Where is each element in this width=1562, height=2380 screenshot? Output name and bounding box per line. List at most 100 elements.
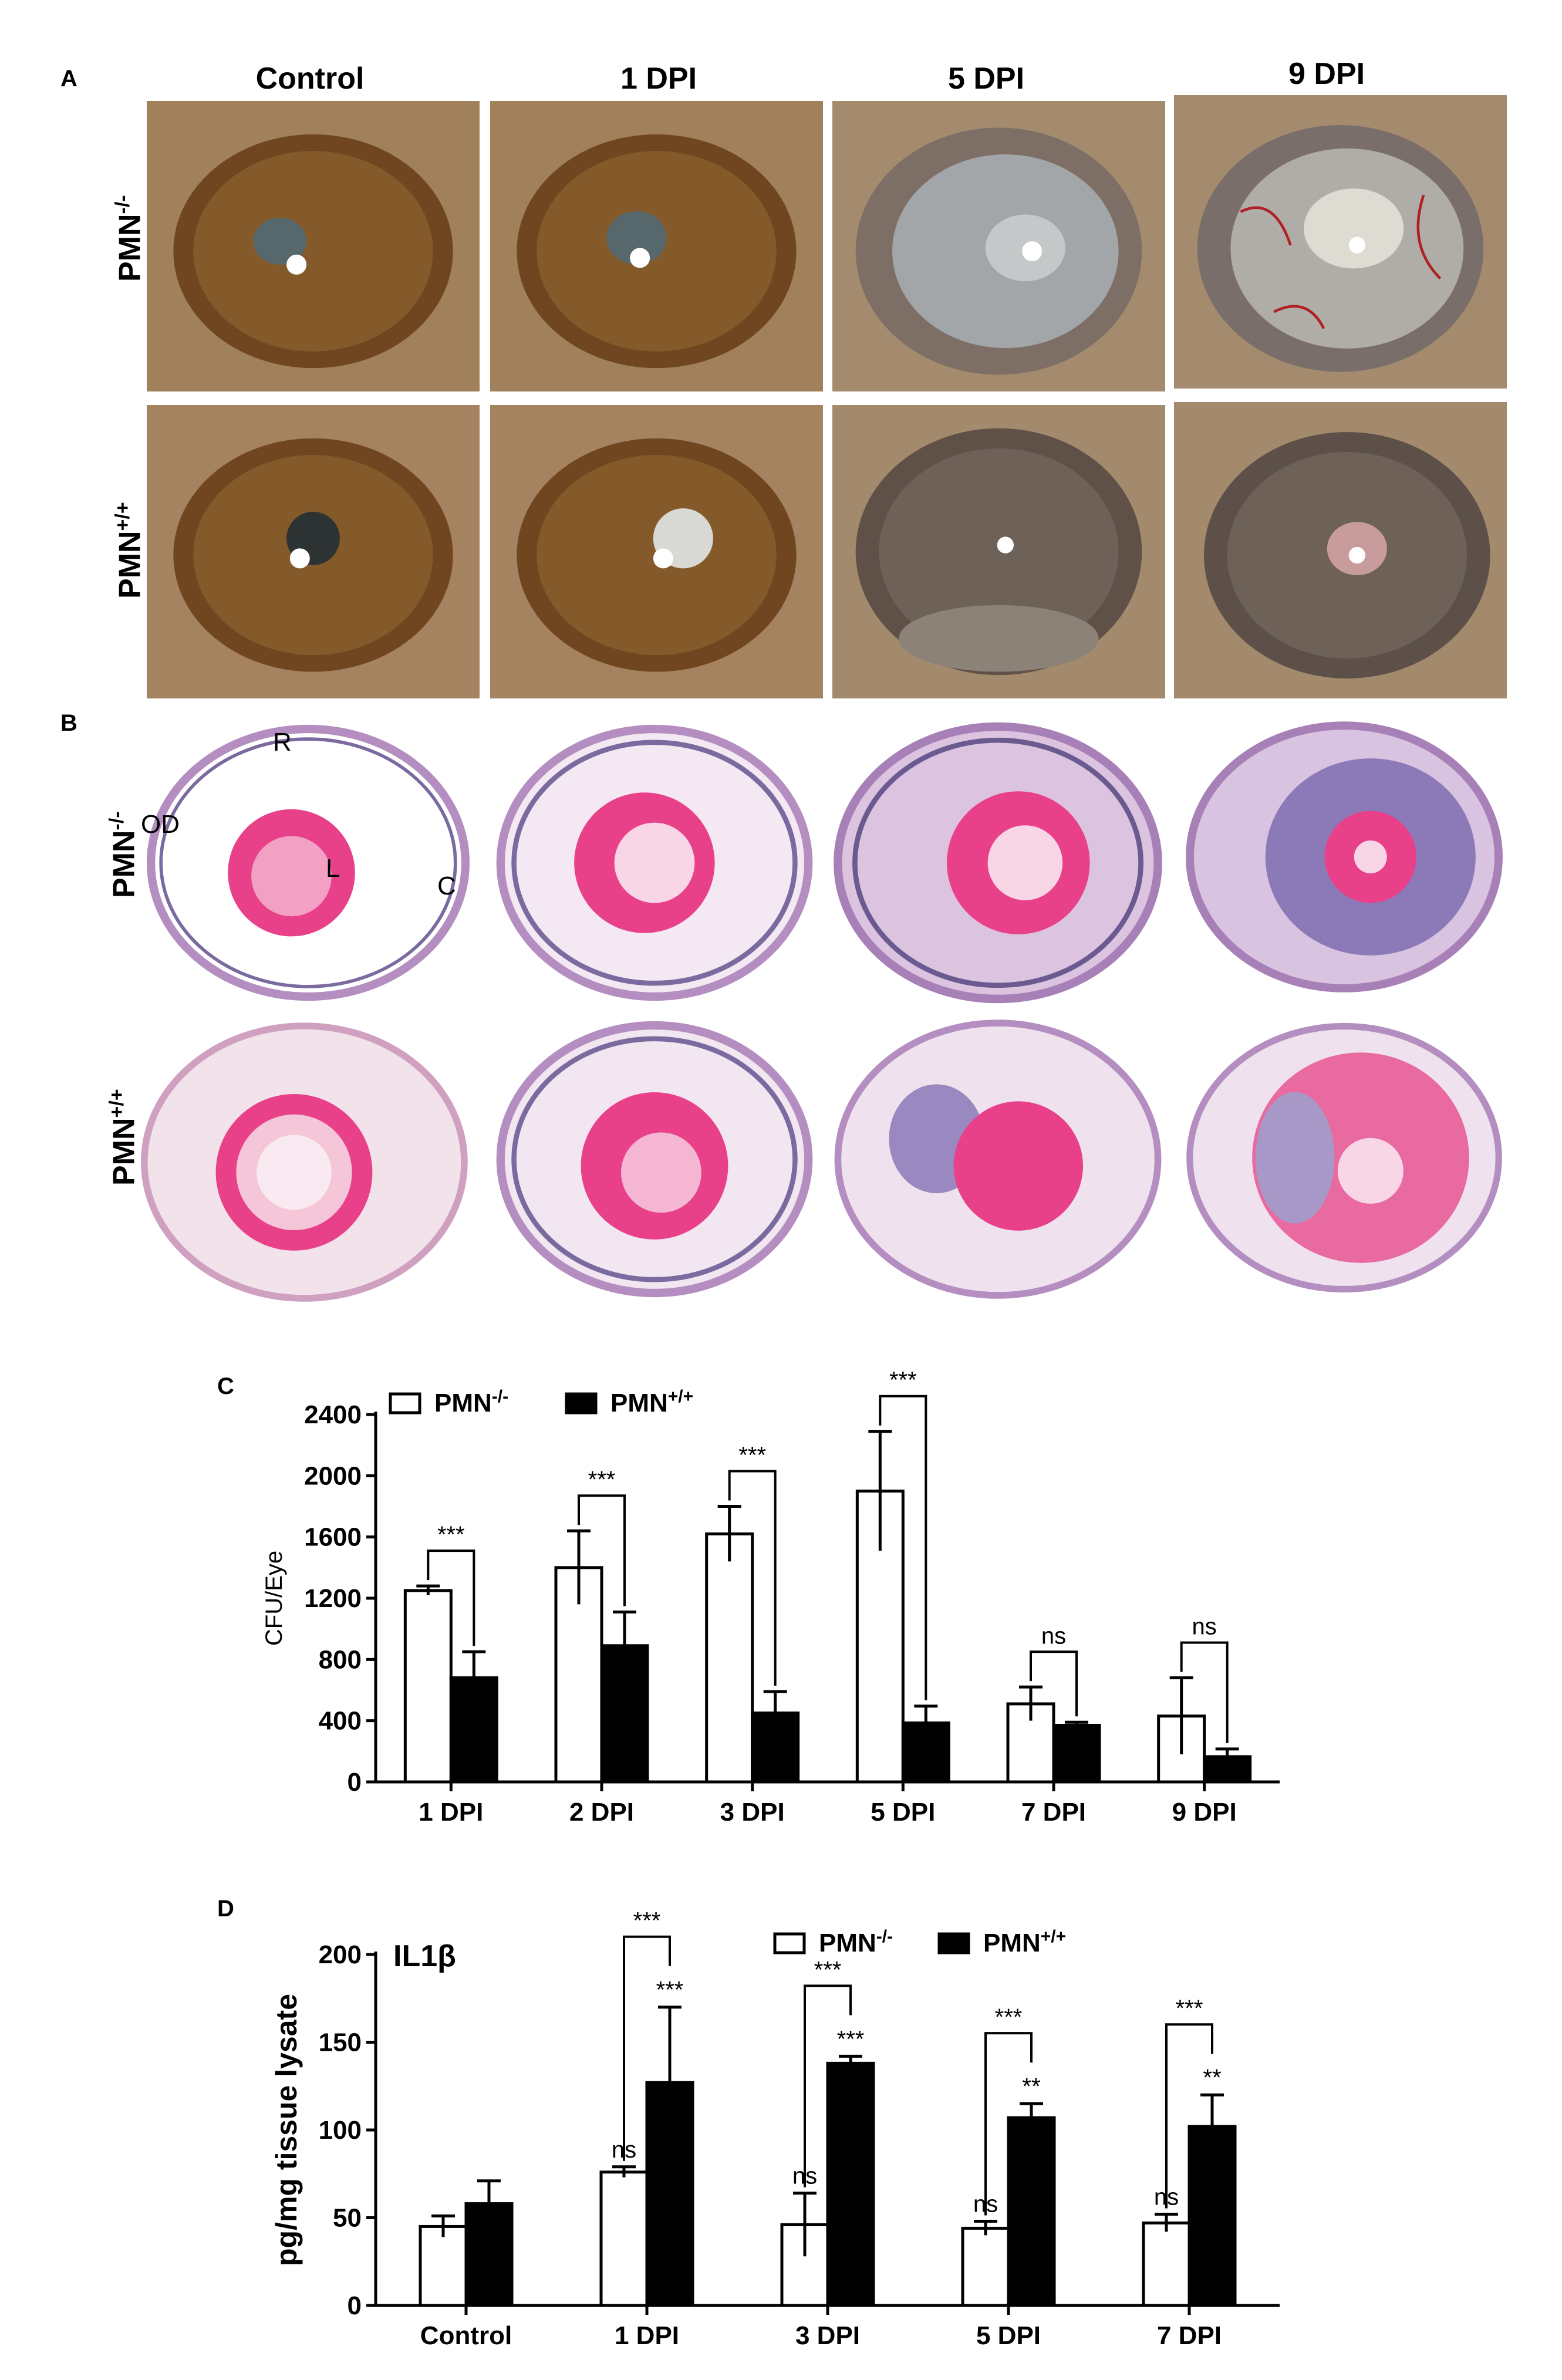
panel-b-row-label-wildtype: PMN+/+ (106, 1089, 141, 1186)
legend-label: PMN+/+ (983, 1927, 1066, 1957)
eye-photo-wildtype-1dpi (490, 405, 823, 698)
eye-photo-wildtype-control (147, 405, 480, 698)
legend-swatch (937, 1932, 970, 1954)
pmn-wildtype-bar (826, 2061, 875, 2307)
annotation-optic-disc: OD (141, 810, 180, 839)
panel-b-row-label-knockout: PMN-/- (106, 811, 141, 898)
y-tick-label: 400 (319, 1707, 362, 1736)
panel-a-column-header-5dpi: 5 DPI (947, 62, 1025, 96)
x-tick-label: 5 DPI (976, 2321, 1041, 2350)
y-tick-label: 1600 (304, 1523, 362, 1552)
pmn-knockout-bar (403, 1589, 453, 1784)
legend-label: PMN+/+ (610, 1387, 693, 1417)
pmn-wildtype-significance-label: *** (837, 2026, 865, 2052)
row-label-base: PMN (107, 830, 141, 898)
eye-photo-knockout-9dpi (1174, 95, 1507, 389)
panel-b-letter: B (60, 710, 77, 736)
legend-label: PMN-/- (434, 1387, 508, 1417)
cfu-bar-chart: 0 400 800 1200 1600 2000 2400 CFU/Eye *** 1 DPI **… (0, 1350, 1562, 1849)
y-axis-label: CFU/Eye (261, 1551, 287, 1646)
comparison-bracket (1180, 1641, 1229, 1743)
comparison-bracket (879, 1395, 927, 1700)
comparison-label: ns (1192, 1614, 1217, 1640)
y-tick-label: 2000 (304, 1461, 362, 1490)
annotation-lens: L (326, 854, 340, 883)
x-tick-label: 5 DPI (871, 1798, 935, 1827)
pmn-wildtype-bar (1007, 2116, 1056, 2307)
y-tick-label: 0 (348, 1768, 362, 1797)
y-tick-label: 200 (319, 1940, 362, 1969)
pmn-knockout-bar (599, 2170, 649, 2307)
comparison-label: *** (995, 2004, 1023, 2030)
eye-photo-knockout-control (147, 101, 480, 391)
annotation-retina: R (273, 728, 292, 757)
panel-a-letter: A (60, 66, 77, 92)
x-tick-label: 1 DPI (615, 2321, 679, 2350)
y-tick-label: 1200 (304, 1584, 362, 1613)
histology-knockout-5dpi (828, 719, 1168, 1007)
comparison-bracket (1165, 2023, 1213, 2209)
comparison-label: *** (1176, 1996, 1203, 2021)
legend-swatch (565, 1392, 598, 1415)
comparison-label: *** (738, 1443, 766, 1468)
pmn-wildtype-bar (1052, 1723, 1101, 1784)
pmn-knockout-bar (1142, 2221, 1191, 2307)
panel-a-row-label-wildtype: PMN+/+ (112, 502, 147, 599)
y-tick-label: 50 (333, 2204, 362, 2233)
pmn-knockout-bar (961, 2226, 1010, 2307)
comparison-bracket (804, 1984, 852, 2187)
eye-photo-knockout-5dpi (832, 101, 1165, 391)
row-label-base: PMN (107, 1118, 141, 1186)
pmn-knockout-bar (419, 2224, 468, 2307)
histology-knockout-control: R OD L C (141, 722, 475, 1004)
pmn-wildtype-significance-label: ** (1203, 2065, 1221, 2091)
row-label-genotype: +/+ (112, 502, 134, 531)
histology-knockout-1dpi (487, 722, 822, 1004)
eye-photo-knockout-1dpi (490, 101, 823, 391)
legend-label-genotype: -/- (492, 1387, 508, 1406)
comparison-label: *** (633, 1908, 661, 1934)
x-tick-label: 7 DPI (1157, 2321, 1222, 2350)
chart-title: IL1β (393, 1939, 456, 1973)
annotation-cornea: C (437, 872, 456, 900)
histology-wildtype-1dpi (487, 1018, 822, 1300)
x-tick-label: 3 DPI (720, 1798, 785, 1827)
comparison-label: *** (814, 1957, 842, 1983)
comparison-label: *** (437, 1522, 465, 1548)
eye-photo-wildtype-9dpi (1174, 402, 1507, 698)
row-label-base: PMN (113, 531, 147, 599)
comparison-bracket (1030, 1650, 1078, 1717)
eye-photo-wildtype-5dpi (832, 405, 1165, 698)
panel-a-column-header-control: Control (255, 62, 365, 96)
panel-a-row-label-knockout: PMN-/- (112, 195, 147, 282)
x-tick-label: 1 DPI (419, 1798, 483, 1827)
pmn-wildtype-significance-label: *** (656, 1977, 684, 2003)
histology-knockout-9dpi (1180, 719, 1509, 995)
pmn-knockout-bar (705, 1532, 754, 1784)
legend-label-genotype: +/+ (668, 1387, 693, 1406)
panel-a-column-header-9dpi: 9 DPI (1288, 57, 1365, 91)
comparison-label: *** (588, 1467, 616, 1493)
panel-c-letter: C (217, 1373, 234, 1399)
histology-wildtype-control (141, 1018, 481, 1306)
row-label-genotype: +/+ (106, 1089, 128, 1118)
il1b-bar-chart: 0 50 100 150 200 pg/mg tissue lysate IL1β Contr… (0, 1872, 1562, 2377)
y-tick-label: 2400 (304, 1400, 362, 1429)
panel-d-letter: D (217, 1896, 234, 1922)
x-tick-label: Control (420, 2321, 512, 2350)
legend-label-genotype: -/- (876, 1927, 893, 1946)
legend-label-genotype: +/+ (1041, 1927, 1066, 1946)
il1b-bar-chart-svg: 0 50 100 150 200 pg/mg tissue lysate IL1β Contr… (270, 1908, 1280, 2350)
x-tick-label: 9 DPI (1172, 1798, 1237, 1827)
comparison-bracket (728, 1470, 777, 1686)
histology-wildtype-9dpi (1180, 1018, 1509, 1297)
y-tick-label: 150 (319, 2028, 362, 2057)
panel-a-column-header-1dpi: 1 DPI (620, 62, 697, 96)
legend-swatch (773, 1932, 806, 1954)
y-axis-label: pg/mg tissue lysate (270, 1994, 303, 2266)
y-tick-label: 800 (319, 1645, 362, 1674)
comparison-label: ns (1041, 1623, 1066, 1649)
comparison-label: *** (889, 1368, 917, 1393)
x-tick-label: 2 DPI (569, 1798, 634, 1827)
x-tick-label: 3 DPI (795, 2321, 860, 2350)
